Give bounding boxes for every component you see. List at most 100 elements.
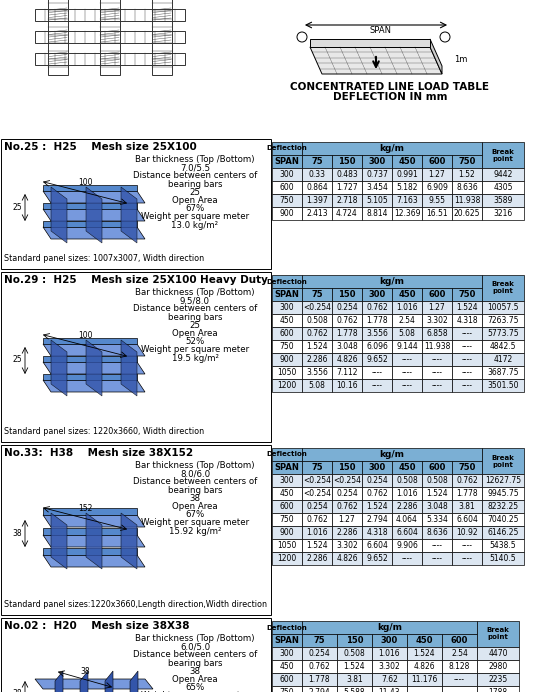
Text: 0.254: 0.254 xyxy=(366,476,388,485)
Text: 9.652: 9.652 xyxy=(366,554,388,563)
Bar xyxy=(482,314,524,327)
Text: 600: 600 xyxy=(428,290,446,299)
Bar xyxy=(272,181,302,194)
Text: 4.724: 4.724 xyxy=(336,209,358,218)
Text: ----: ---- xyxy=(454,675,465,684)
Text: 1.397: 1.397 xyxy=(306,196,328,205)
Text: 3.048: 3.048 xyxy=(426,502,448,511)
Text: <0.254: <0.254 xyxy=(303,303,331,312)
Text: 600: 600 xyxy=(280,675,294,684)
Bar xyxy=(422,155,452,168)
Text: ----: ---- xyxy=(462,355,473,364)
Text: 150: 150 xyxy=(338,463,356,472)
Text: 9.5/8.0: 9.5/8.0 xyxy=(180,296,210,305)
Bar xyxy=(362,513,392,526)
Text: 2.413: 2.413 xyxy=(306,209,328,218)
Text: ----: ---- xyxy=(432,541,443,550)
Bar xyxy=(452,181,482,194)
Text: 600: 600 xyxy=(428,463,446,472)
Text: 1050: 1050 xyxy=(277,541,296,550)
Text: 1.778: 1.778 xyxy=(456,489,478,498)
Bar xyxy=(362,327,392,340)
Text: 0.737: 0.737 xyxy=(366,170,388,179)
Bar xyxy=(332,539,362,552)
Bar xyxy=(332,474,362,487)
Bar xyxy=(332,552,362,565)
Bar xyxy=(482,327,524,340)
Bar xyxy=(482,142,524,168)
Text: 0.508: 0.508 xyxy=(426,476,448,485)
Text: 65%: 65% xyxy=(185,683,204,692)
Text: 15.92 kg/m²: 15.92 kg/m² xyxy=(169,527,221,536)
Text: 6146.25: 6146.25 xyxy=(487,528,519,537)
Polygon shape xyxy=(130,671,138,692)
Bar xyxy=(482,168,524,181)
Bar xyxy=(362,301,392,314)
Bar xyxy=(372,634,407,647)
Bar xyxy=(332,379,362,392)
Polygon shape xyxy=(43,344,145,356)
Bar xyxy=(452,461,482,474)
Bar xyxy=(302,314,332,327)
Bar xyxy=(422,513,452,526)
Bar xyxy=(442,660,477,673)
Text: 2235: 2235 xyxy=(488,675,507,684)
Text: 750: 750 xyxy=(280,515,294,524)
Polygon shape xyxy=(43,374,137,380)
Text: Bar thickness (Top /Bottom): Bar thickness (Top /Bottom) xyxy=(135,288,255,297)
Text: Weight per square meter: Weight per square meter xyxy=(141,345,249,354)
Bar xyxy=(392,366,422,379)
Text: 5.08: 5.08 xyxy=(398,329,415,338)
Text: SPAN: SPAN xyxy=(370,26,392,35)
Text: 10.16: 10.16 xyxy=(336,381,358,390)
Bar xyxy=(477,660,519,673)
Text: 750: 750 xyxy=(280,342,294,351)
Bar xyxy=(482,500,524,513)
Bar xyxy=(302,539,332,552)
Bar xyxy=(362,500,392,513)
Text: No.29 :  H25    Mesh size 25X100: No.29 : H25 Mesh size 25X100 xyxy=(4,275,197,285)
Text: 0.254: 0.254 xyxy=(306,502,328,511)
Bar xyxy=(482,487,524,500)
Text: 0.254: 0.254 xyxy=(336,489,358,498)
Bar xyxy=(422,379,452,392)
Bar xyxy=(332,513,362,526)
Text: 750: 750 xyxy=(280,688,294,692)
Text: 1.016: 1.016 xyxy=(396,303,418,312)
Text: ----: ---- xyxy=(462,368,473,377)
Text: 300: 300 xyxy=(381,636,398,645)
Bar xyxy=(362,552,392,565)
Text: 100: 100 xyxy=(78,178,92,187)
Text: 3.302: 3.302 xyxy=(426,316,448,325)
Text: 900: 900 xyxy=(280,528,294,537)
Text: 7.163: 7.163 xyxy=(396,196,418,205)
Text: 11.176: 11.176 xyxy=(411,675,438,684)
Text: 2.286: 2.286 xyxy=(306,554,328,563)
Bar xyxy=(302,379,332,392)
Text: Break
point: Break point xyxy=(492,149,514,161)
Text: 152: 152 xyxy=(78,504,92,513)
Bar xyxy=(392,526,422,539)
Bar xyxy=(272,647,302,660)
Bar xyxy=(452,155,482,168)
Text: 4.064: 4.064 xyxy=(396,515,418,524)
Text: 4.318: 4.318 xyxy=(456,316,478,325)
Bar xyxy=(272,660,302,673)
Text: 9442: 9442 xyxy=(493,170,513,179)
Text: 150: 150 xyxy=(346,636,364,645)
Text: Distance between centers of: Distance between centers of xyxy=(133,650,257,659)
Text: 750: 750 xyxy=(458,290,476,299)
Text: 5.182: 5.182 xyxy=(396,183,418,192)
Bar xyxy=(422,340,452,353)
Text: 5773.75: 5773.75 xyxy=(487,329,519,338)
Bar xyxy=(422,500,452,513)
Text: 600: 600 xyxy=(280,329,294,338)
Bar xyxy=(422,194,452,207)
Bar xyxy=(422,539,452,552)
Text: 3.556: 3.556 xyxy=(306,368,328,377)
Text: 75: 75 xyxy=(314,636,325,645)
Text: 2980: 2980 xyxy=(488,662,507,671)
Bar xyxy=(452,513,482,526)
Bar xyxy=(362,181,392,194)
Text: 450: 450 xyxy=(280,316,294,325)
